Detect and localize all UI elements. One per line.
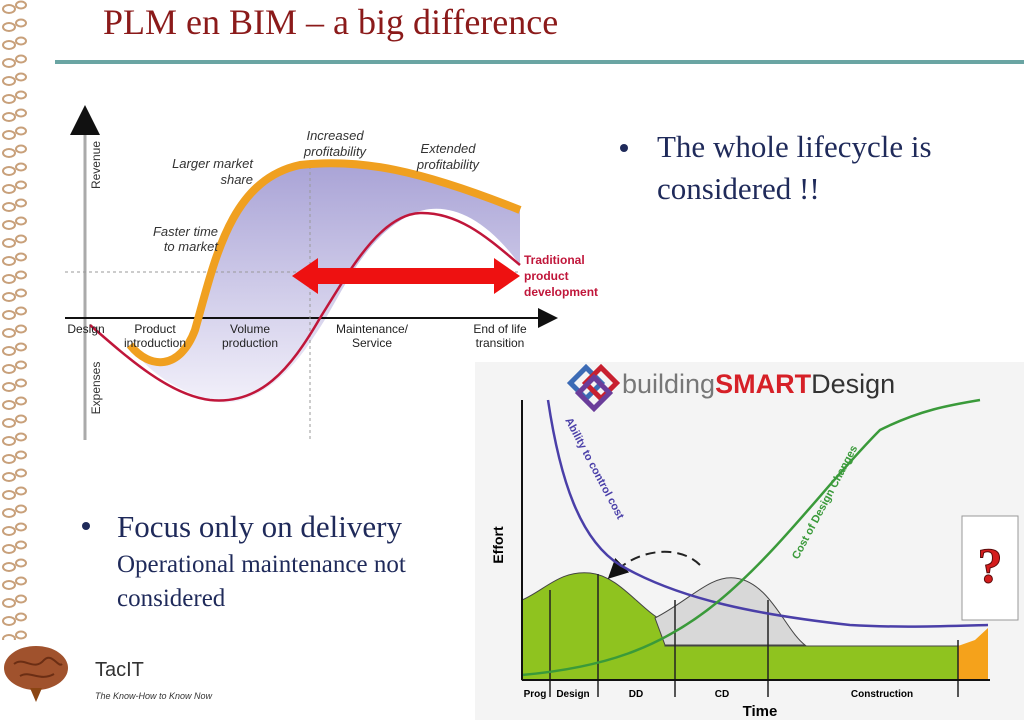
bullet: Focus only on delivery — [117, 509, 402, 544]
phase-label: Volume production — [222, 322, 278, 350]
traditional-curve — [89, 211, 521, 402]
y-label: Effort — [490, 526, 506, 564]
phase-label: Prog — [524, 689, 547, 700]
phase-label: DD — [629, 689, 643, 700]
line: Product — [134, 322, 176, 336]
annotation: Increased profitability — [303, 128, 368, 159]
axis-label: Expenses — [89, 362, 103, 415]
line: Extended — [421, 141, 477, 156]
phase-label: End of life transition — [473, 322, 527, 350]
brain-logo — [4, 646, 68, 702]
line: to market — [164, 239, 220, 254]
line: Service — [352, 336, 392, 350]
bullet: The whole lifecycle is considered !! — [657, 129, 932, 206]
logo-part: building — [622, 369, 715, 399]
axis-label: Revenue — [89, 141, 103, 189]
line: Faster time — [153, 224, 218, 239]
phase-label: Maintenance/Service — [336, 322, 409, 350]
bim-diagram: buildingSMARTDesign Effort Time Ability … — [475, 362, 1024, 720]
logo-text: buildingSMARTDesign — [622, 369, 895, 399]
logo-part: SMART — [715, 369, 811, 399]
line: introduction — [124, 336, 186, 350]
design-change-curve — [521, 398, 981, 677]
phase-label: Construction — [851, 689, 913, 700]
phase-label: CD — [715, 689, 729, 700]
chain-border — [0, 0, 30, 640]
shift-arrow — [607, 550, 701, 579]
annotation: Faster time to market — [153, 224, 219, 254]
line: profitability — [303, 144, 368, 159]
line: End of life — [473, 322, 527, 336]
logo-icon — [566, 363, 621, 413]
annotation: Larger market share — [172, 156, 254, 187]
cost-control-curve — [546, 399, 989, 628]
line: transition — [476, 336, 525, 350]
phase-label: Design — [67, 322, 104, 336]
line: Increased — [306, 128, 364, 143]
operation-area — [958, 628, 988, 680]
line: development — [524, 285, 598, 299]
bullet-dot — [82, 522, 90, 530]
line: Larger market — [172, 156, 254, 171]
plm-curve — [126, 159, 522, 367]
line: profitability — [416, 157, 481, 172]
traditional-label: Traditional product development — [524, 253, 598, 299]
tagline: The Know-How to Know Now — [95, 691, 213, 701]
line: product — [524, 269, 569, 283]
double-arrow — [292, 258, 520, 294]
annotation: Extended profitability — [416, 141, 481, 172]
phase-label: Product introduction — [124, 322, 186, 350]
line: Traditional — [524, 253, 585, 267]
line: production — [222, 336, 278, 350]
phase-labels: Prog Design DD CD Construction — [524, 689, 914, 700]
line: Volume — [230, 322, 270, 336]
sub-bullet: Operational maintenance not considered — [117, 551, 406, 612]
logo-part: Design — [811, 369, 895, 399]
bullet-dot — [620, 144, 628, 152]
callout-box — [961, 515, 1019, 621]
slide-title: PLM en BIM – a big difference — [103, 2, 558, 42]
line: share — [220, 172, 253, 187]
line: Maintenance/ — [336, 322, 409, 336]
x-label: Time — [743, 703, 778, 720]
plm-diagram: Revenue Expenses Increased profitability … — [65, 105, 598, 440]
brand: TacIT — [95, 659, 144, 681]
phase-label: Design — [556, 689, 589, 700]
line: Design — [67, 322, 104, 336]
callout-mark: ? — [978, 537, 1003, 593]
